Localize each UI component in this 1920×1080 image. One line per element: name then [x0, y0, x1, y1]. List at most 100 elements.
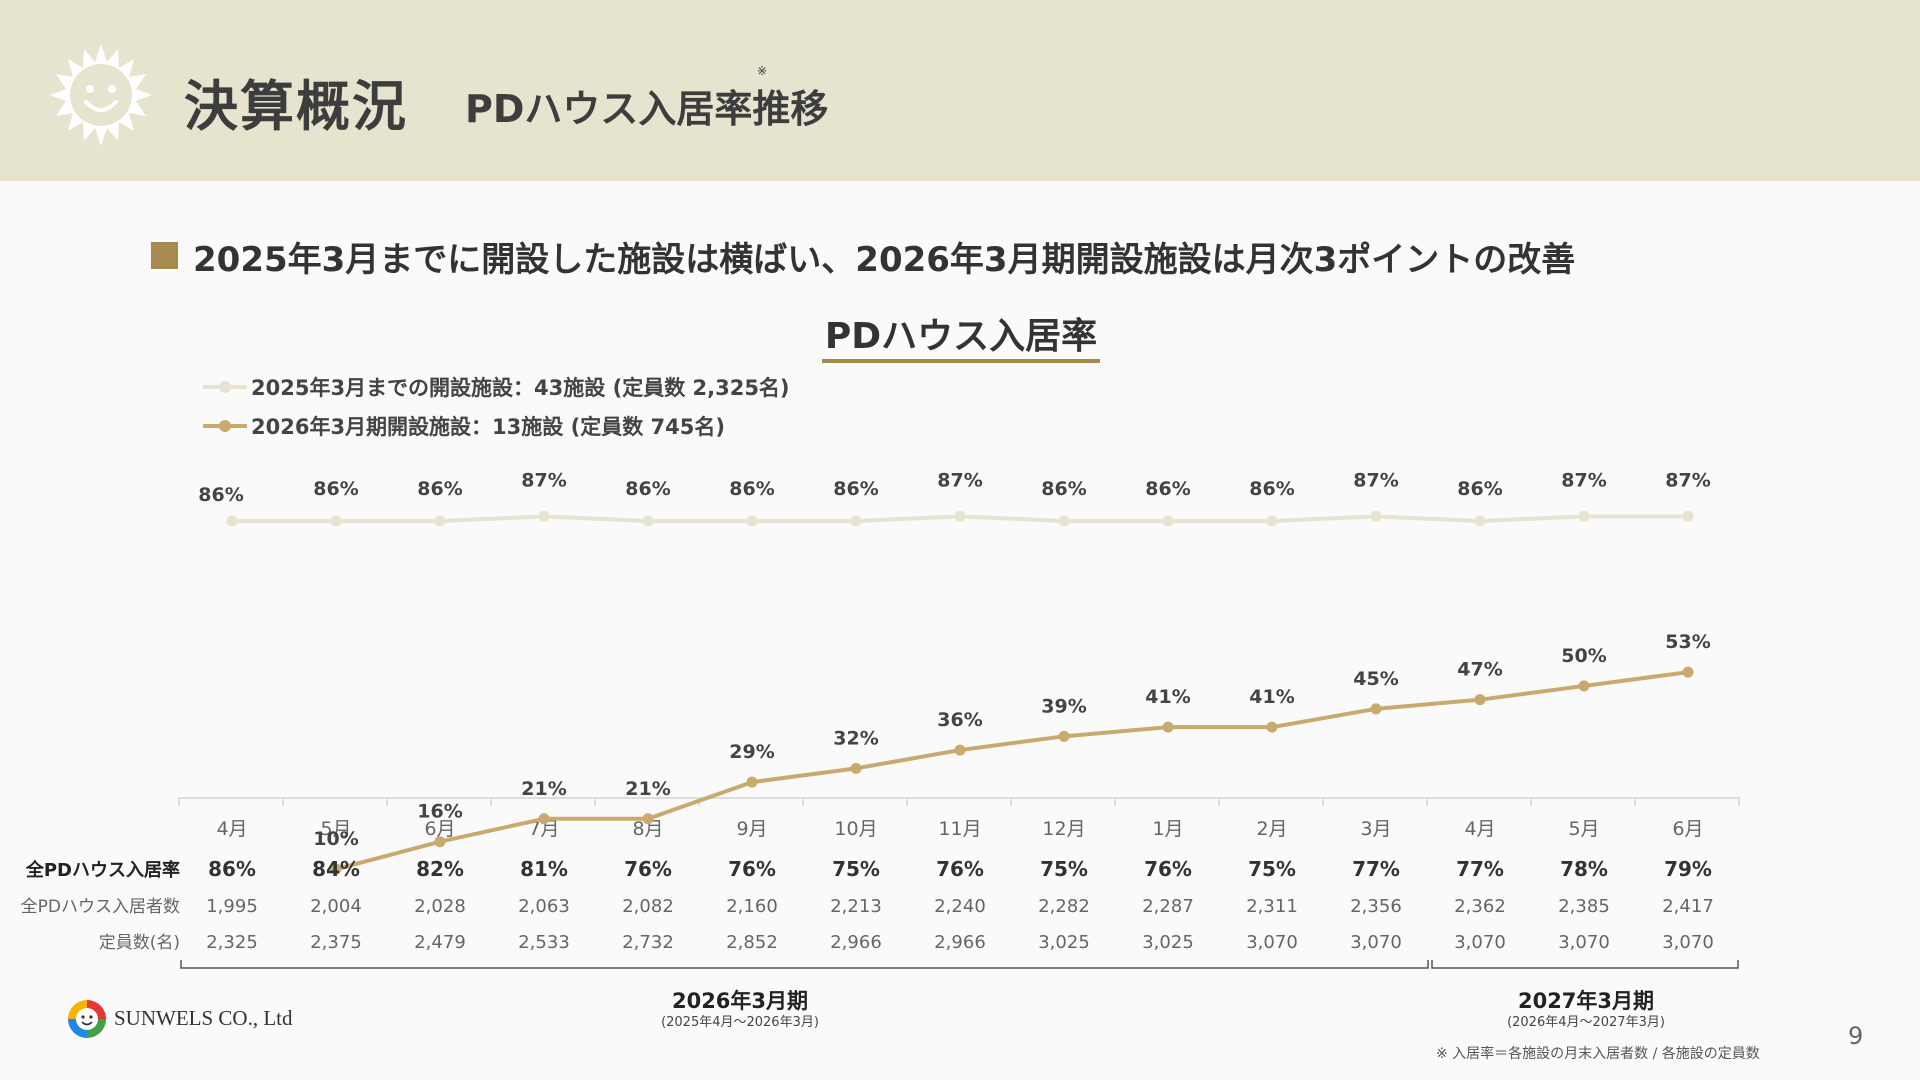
table-cell: 2,213 [830, 896, 882, 917]
table-cell: 2,533 [518, 932, 570, 953]
data-label-series1: 86% [625, 478, 670, 500]
table-cell: 84% [312, 857, 360, 881]
page-number: 9 [1848, 1022, 1864, 1050]
table-cell: 2,966 [830, 932, 882, 953]
table-cell: 76% [624, 857, 672, 881]
data-point-series1 [538, 510, 550, 522]
x-tick-label: 7月 [528, 818, 559, 840]
table-cell: 3,070 [1350, 932, 1402, 953]
data-label-series2: 41% [1249, 686, 1294, 708]
table-cell: 2,966 [934, 932, 986, 953]
note-mark: ※ [757, 64, 768, 78]
period-bracket-fy2026 [180, 960, 1429, 969]
data-label-series1: 86% [417, 478, 462, 500]
data-label-series2: 36% [937, 709, 982, 731]
data-point-series2 [954, 744, 966, 756]
data-label-series2: 10% [313, 828, 358, 850]
table-cell: 75% [832, 857, 880, 881]
data-label-series1: 86% [313, 478, 358, 500]
data-label-series2: 16% [417, 801, 462, 823]
data-point-series2 [1578, 680, 1590, 692]
header-band: 決算概況 PDハウス入居率推移 ※ [0, 0, 1920, 181]
data-point-series2 [1266, 721, 1278, 733]
company-logo-icon [68, 1000, 106, 1038]
data-label-series1: 86% [729, 478, 774, 500]
data-point-series1 [746, 515, 758, 527]
table-cell: 86% [208, 857, 256, 881]
headline: 2025年3月までに開設した施設は横ばい、2026年3月期開設施設は月次3ポイン… [193, 240, 1576, 280]
table-cell: 3,070 [1246, 932, 1298, 953]
legend-label-series2: 2026年3月期開設施設：13施設 (定員数 745名) [251, 415, 725, 439]
table-cell: 77% [1352, 857, 1400, 881]
data-label-series2: 53% [1665, 631, 1710, 653]
table-cell: 2,004 [310, 896, 362, 917]
table-cell: 3,070 [1454, 932, 1506, 953]
data-point-series2 [1370, 703, 1382, 715]
legend-item-series1: 2025年3月までの開設施設：43施設 (定員数 2,325名) [203, 372, 790, 402]
x-tick-label: 8月 [632, 818, 663, 840]
data-label-series1: 87% [937, 469, 982, 491]
data-label-series2: 41% [1145, 686, 1190, 708]
data-label-series2: 32% [833, 727, 878, 749]
data-point-series1 [850, 515, 862, 527]
legend-label-series1: 2025年3月までの開設施設：43施設 (定員数 2,325名) [251, 376, 790, 400]
x-tick-label: 4月 [216, 818, 247, 840]
table-cell: 2,356 [1350, 896, 1402, 917]
table-cell: 79% [1664, 857, 1712, 881]
data-label-series1: 87% [1665, 469, 1710, 491]
x-tick-label: 5月 [1568, 818, 1599, 840]
table-cell: 2,287 [1142, 896, 1194, 917]
table-cell: 2,082 [622, 896, 674, 917]
data-point-series1 [1162, 515, 1174, 527]
table-cell: 77% [1456, 857, 1504, 881]
data-label-series2: 39% [1041, 695, 1086, 717]
data-point-series2 [746, 776, 758, 788]
page-title: 決算概況 [184, 75, 408, 138]
table-cell: 76% [728, 857, 776, 881]
data-point-series2 [1474, 694, 1486, 706]
table-cell: 2,282 [1038, 896, 1090, 917]
data-label-series1: 87% [521, 469, 566, 491]
chart-title: PDハウス入居率 [824, 316, 1098, 357]
table-cell: 2,385 [1558, 896, 1610, 917]
data-label-series2: 47% [1457, 659, 1502, 681]
period-label-fy2027: 2027年3月期 [1517, 989, 1655, 1013]
sun-icon [50, 44, 152, 146]
table-cell: 78% [1560, 857, 1608, 881]
data-point-series1 [226, 515, 238, 527]
x-tick-label: 12月 [1042, 818, 1085, 840]
table-cell: 3,025 [1038, 932, 1090, 953]
data-label-series2: 21% [625, 778, 670, 800]
table-cell: 2,325 [206, 932, 258, 953]
x-tick-label: 4月 [1464, 818, 1495, 840]
data-point-series1 [1058, 515, 1070, 527]
data-point-series1 [330, 515, 342, 527]
data-point-series2 [642, 813, 654, 825]
x-tick-label: 9月 [736, 818, 767, 840]
table-cell: 2,417 [1662, 896, 1714, 917]
data-label-series2: 29% [729, 741, 774, 763]
table-cell: 1,995 [206, 896, 258, 917]
data-label-series1: 86% [1249, 478, 1294, 500]
table-cell: 2,028 [414, 896, 466, 917]
period-sub-fy2026: (2025年4月～2026年3月) [661, 1015, 819, 1030]
headline-bullet [151, 242, 178, 269]
table-cell: 3,070 [1558, 932, 1610, 953]
data-point-series2 [330, 863, 342, 875]
data-point-series2 [1162, 721, 1174, 733]
data-label-series1: 87% [1561, 469, 1606, 491]
data-point-series2 [1682, 666, 1694, 678]
data-label-series2: 50% [1561, 645, 1606, 667]
table-row-label: 全PDハウス入居率 [25, 859, 180, 881]
table-row-label: 全PDハウス入居者数 [21, 897, 180, 917]
table-cell: 2,375 [310, 932, 362, 953]
data-label-series1: 86% [1145, 478, 1190, 500]
data-point-series1 [1578, 510, 1590, 522]
period-label-fy2026: 2026年3月期 [671, 989, 809, 1013]
table-cell: 2,240 [934, 896, 986, 917]
x-tick-label: 6月 [424, 818, 455, 840]
table-cell: 75% [1248, 857, 1296, 881]
period-bracket-fy2027 [1431, 960, 1739, 969]
table-cell: 76% [936, 857, 984, 881]
data-point-series1 [642, 515, 654, 527]
